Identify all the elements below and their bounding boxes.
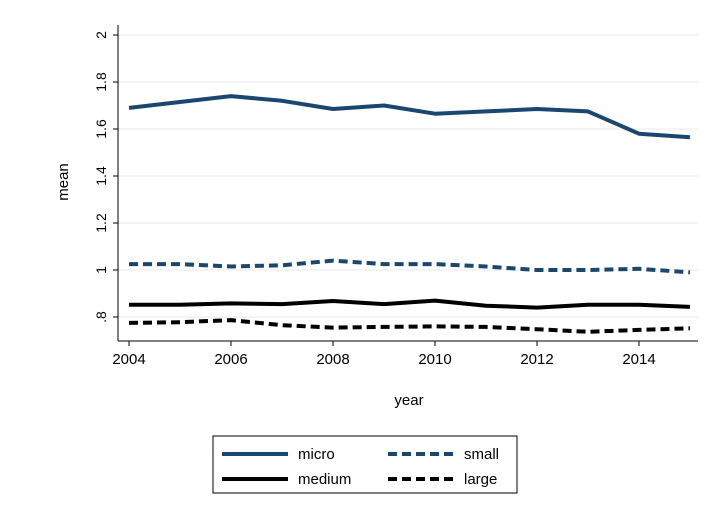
- x-tick-label: 2006: [214, 351, 247, 368]
- x-tick-label: 2012: [520, 351, 553, 368]
- x-tick-label: 2004: [112, 351, 145, 368]
- legend: micro small medium large: [212, 435, 518, 494]
- legend-label-micro: micro: [298, 446, 335, 463]
- y-tick-label: 1: [93, 266, 109, 274]
- y-tick-label: 1.4: [93, 166, 109, 186]
- series-lines: [128, 94, 691, 334]
- tick-labels: .8 1 1.2 1.4 1.6 1.8 2 2004 2006 2008 2010 2012 2014: [93, 31, 656, 368]
- y-tick-label: 1.2: [93, 213, 109, 233]
- legend-label-medium: medium: [298, 471, 351, 488]
- legend-label-small: small: [464, 446, 499, 463]
- series-line-small: [129, 258, 691, 275]
- axes: [113, 25, 698, 346]
- series-line-large: [128, 318, 691, 334]
- y-axis-title: mean: [55, 163, 72, 201]
- y-tick-label: 1.8: [93, 72, 109, 92]
- series-line-medium: [129, 298, 691, 310]
- x-tick-label: 2008: [316, 351, 349, 368]
- x-axis-title: year: [394, 392, 423, 409]
- legend-label-large: large: [464, 471, 497, 488]
- y-tick-label: 2: [93, 31, 109, 39]
- grid-lines: [118, 34, 698, 318]
- y-tick-label: 1.6: [93, 119, 109, 139]
- x-tick-label: 2014: [622, 351, 655, 368]
- x-tick-label: 2010: [418, 351, 451, 368]
- legend-box: [212, 435, 518, 494]
- y-tick-label: .8: [93, 311, 109, 323]
- series-line-micro: [128, 94, 691, 140]
